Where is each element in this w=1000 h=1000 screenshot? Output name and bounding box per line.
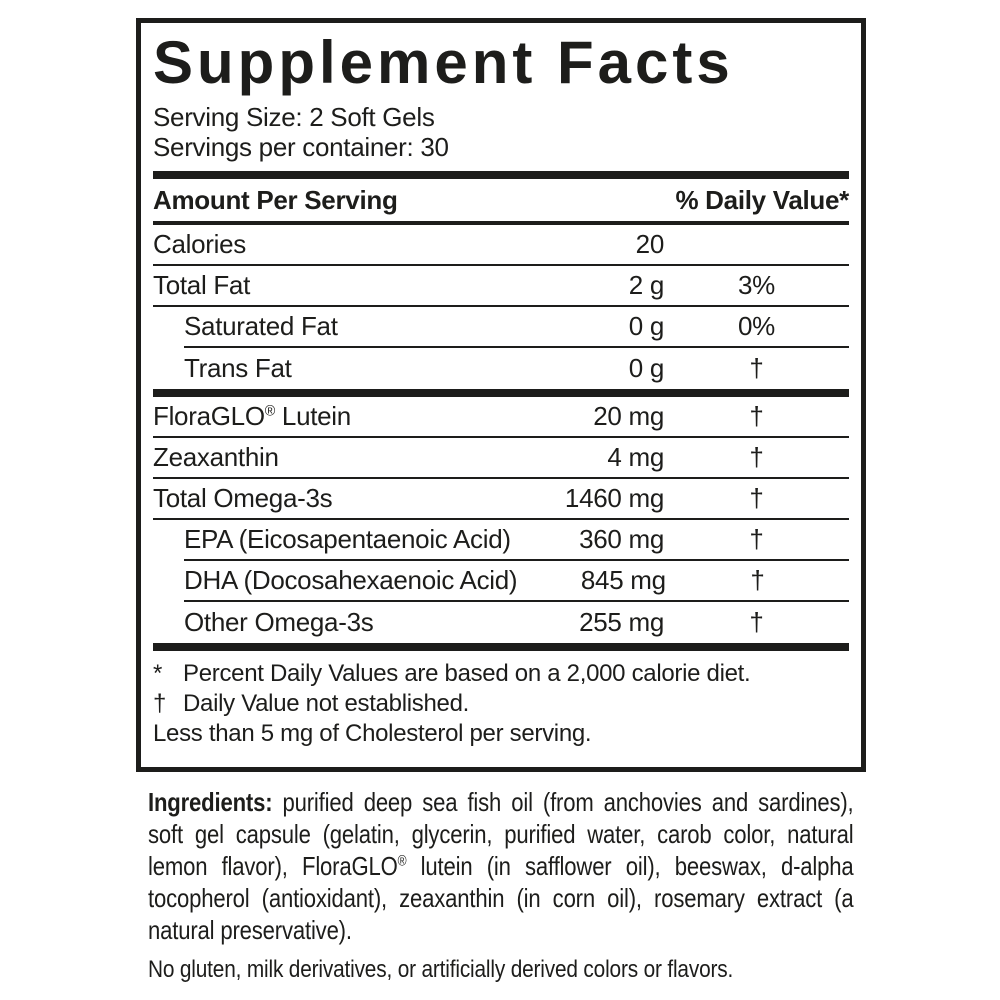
below-panel-text: Ingredients: purified deep sea fish oil … xyxy=(148,786,854,985)
row-dv: 3% xyxy=(738,270,775,301)
footnotes: * Percent Daily Values are based on a 2,… xyxy=(153,651,849,755)
row-dv: † xyxy=(749,483,764,514)
row-label: FloraGLO® Lutein xyxy=(153,401,514,432)
row-amount: 4 mg xyxy=(607,442,664,473)
table-row: Calories 20 xyxy=(153,225,849,267)
serving-size: Serving Size: 2 Soft Gels xyxy=(153,102,435,133)
table-row: Total Fat 2 g 3% xyxy=(153,266,849,308)
row-label: Total Omega-3s xyxy=(153,483,333,514)
ingredients-text-1: purified deep sea fish oil (from anchovi… xyxy=(148,787,854,881)
row-amount: 20 xyxy=(635,229,665,260)
footnote-text: Less than 5 mg of Cholesterol per servin… xyxy=(153,720,592,748)
footnote: † Daily Value not established. xyxy=(153,689,849,719)
row-label: Other Omega-3s xyxy=(184,607,374,638)
row-dv: † xyxy=(749,607,764,638)
row-dv: † xyxy=(749,401,764,432)
row-amount: 2 g xyxy=(628,270,665,301)
footnote-text: Percent Daily Values are based on a 2,00… xyxy=(183,660,751,688)
row-amount: 0 g xyxy=(628,311,665,342)
row-amount: 20 mg xyxy=(593,401,664,432)
allergen-note: No gluten, milk derivatives, or artifici… xyxy=(148,956,734,983)
ingredients-label: Ingredients: xyxy=(148,787,273,817)
amount-per-serving-label: Amount Per Serving xyxy=(153,185,398,216)
row-amount: 0 g xyxy=(628,353,665,384)
row-amount: 845 mg xyxy=(580,565,666,596)
footnote-text: Daily Value not established. xyxy=(183,690,469,718)
daily-value-label: % Daily Value* xyxy=(675,185,849,216)
registered-mark: ® xyxy=(264,403,276,420)
row-dv: † xyxy=(749,524,764,555)
row-amount: 1460 mg xyxy=(564,483,664,514)
servings-per-container: Servings per container: 30 xyxy=(153,132,449,163)
divider-bar xyxy=(153,389,849,398)
row-dv: † xyxy=(749,442,764,473)
divider-bar xyxy=(153,643,849,652)
row-amount: 255 mg xyxy=(579,607,664,638)
row-amount: 360 mg xyxy=(579,524,664,555)
facts-table: Calories 20 Total Fat 2 g 3% Saturated F… xyxy=(153,225,849,643)
row-dv: 0% xyxy=(738,311,775,342)
registered-mark: ® xyxy=(397,853,407,870)
footnote: * Percent Daily Values are based on a 2,… xyxy=(153,659,849,689)
row-label: EPA (Eicosapentaenoic Acid) xyxy=(184,524,511,555)
row-label: DHA (Docosahexaenoic Acid) xyxy=(184,565,518,596)
footnote: Less than 5 mg of Cholesterol per servin… xyxy=(153,719,849,749)
row-dv: † xyxy=(749,353,764,384)
supplement-facts-panel: Supplement Facts Serving Size: 2 Soft Ge… xyxy=(136,18,866,772)
table-row: Total Omega-3s 1460 mg † xyxy=(153,479,849,521)
table-row: Other Omega-3s 255 mg † xyxy=(184,602,849,643)
table-header: Amount Per Serving % Daily Value* xyxy=(153,179,849,226)
ingredients-paragraph: Ingredients: purified deep sea fish oil … xyxy=(148,786,854,946)
row-dv: † xyxy=(750,565,765,596)
table-row: Trans Fat 0 g † xyxy=(184,348,849,389)
divider-bar xyxy=(153,171,849,180)
panel-title: Supplement Facts xyxy=(153,29,734,96)
footnote-symbol: † xyxy=(153,690,167,718)
row-label: Calories xyxy=(153,229,246,260)
table-row: EPA (Eicosapentaenoic Acid) 360 mg † xyxy=(184,520,849,562)
table-row: Saturated Fat 0 g 0% xyxy=(184,307,849,349)
table-row: DHA (Docosahexaenoic Acid) 845 mg † xyxy=(184,561,849,603)
row-label: Trans Fat xyxy=(184,353,292,384)
row-label: Zeaxanthin xyxy=(153,442,279,473)
row-label: Total Fat xyxy=(153,270,251,301)
row-label: Saturated Fat xyxy=(184,311,338,342)
ingredients-text-2: lutein (in safflower oil), beeswax, d-al… xyxy=(148,851,854,945)
footnote-symbol: * xyxy=(153,660,163,688)
table-row: Zeaxanthin 4 mg † xyxy=(153,438,849,480)
row-label-text: FloraGLO xyxy=(153,401,265,432)
table-row: FloraGLO® Lutein 20 mg † xyxy=(153,397,849,439)
row-label-text: Lutein xyxy=(274,401,351,432)
